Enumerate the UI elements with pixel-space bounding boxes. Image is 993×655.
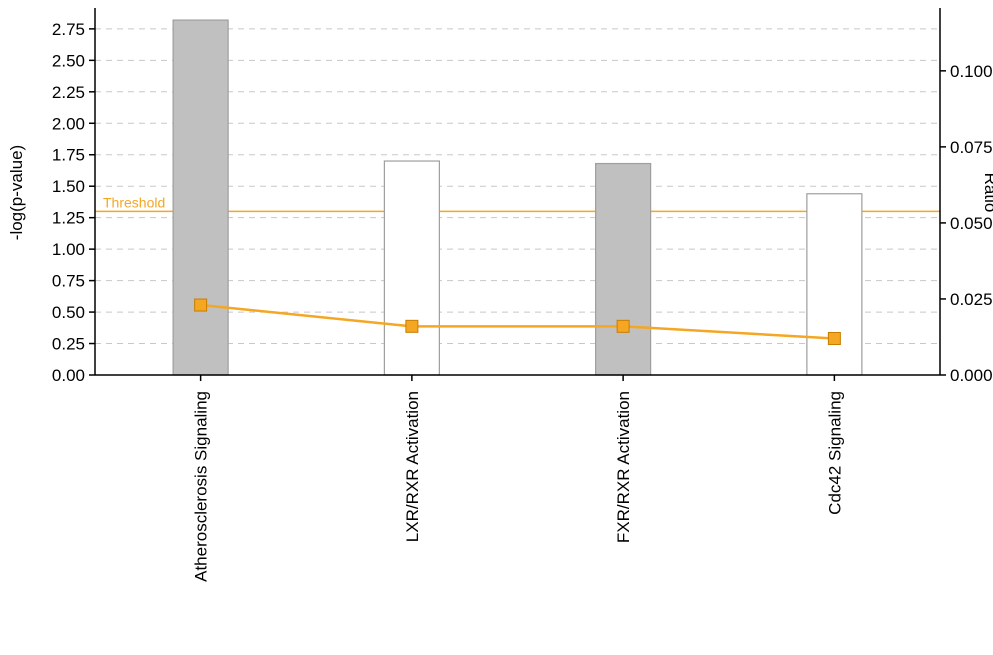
y-right-tick-label: 0.000 <box>950 366 993 385</box>
y-left-tick-label: 2.75 <box>52 20 85 39</box>
y-left-tick-label: 1.50 <box>52 177 85 196</box>
ratio-marker <box>828 333 840 345</box>
chart-svg: Threshold 0.00 0.25 0.50 0.75 1.00 1.25 1.50 1.7… <box>0 0 993 655</box>
bar <box>384 161 439 375</box>
y-right-tick-label: 0.100 <box>950 62 993 81</box>
category-label: LXR/RXR Activation <box>403 391 422 542</box>
y-left-tick-label: 2.25 <box>52 83 85 102</box>
pathway-chart: Threshold 0.00 0.25 0.50 0.75 1.00 1.25 1.50 1.7… <box>0 0 993 655</box>
y-right-axis-title: Ratio <box>981 173 993 213</box>
bar <box>807 194 862 375</box>
y-left-tick-label: 1.25 <box>52 209 85 228</box>
y-left-tick-label: 0.75 <box>52 272 85 291</box>
ratio-marker <box>195 299 207 311</box>
y-left-tick-label: 1.00 <box>52 240 85 259</box>
y-left-tick-label: 1.75 <box>52 146 85 165</box>
y-left-tick-label: 2.50 <box>52 51 85 70</box>
bar <box>173 20 228 375</box>
y-right-tick-label: 0.075 <box>950 138 993 157</box>
bar <box>596 164 651 375</box>
ratio-marker <box>617 320 629 332</box>
category-label: Atherosclerosis Signaling <box>192 391 211 582</box>
threshold-label: Threshold <box>103 194 165 210</box>
y-left-tick-label: 0.25 <box>52 335 85 354</box>
ratio-line <box>201 305 835 338</box>
y-left-tick-label: 0.00 <box>52 366 85 385</box>
y-left-axis-title: -log(p-value) <box>7 145 26 240</box>
ratio-marker <box>406 320 418 332</box>
category-label: FXR/RXR Activation <box>614 391 633 543</box>
y-right-tick-label: 0.025 <box>950 290 993 309</box>
y-right-tick-label: 0.050 <box>950 214 993 233</box>
y-left-tick-label: 2.00 <box>52 114 85 133</box>
category-label: Cdc42 Signaling <box>825 391 844 515</box>
y-left-tick-label: 0.50 <box>52 303 85 322</box>
